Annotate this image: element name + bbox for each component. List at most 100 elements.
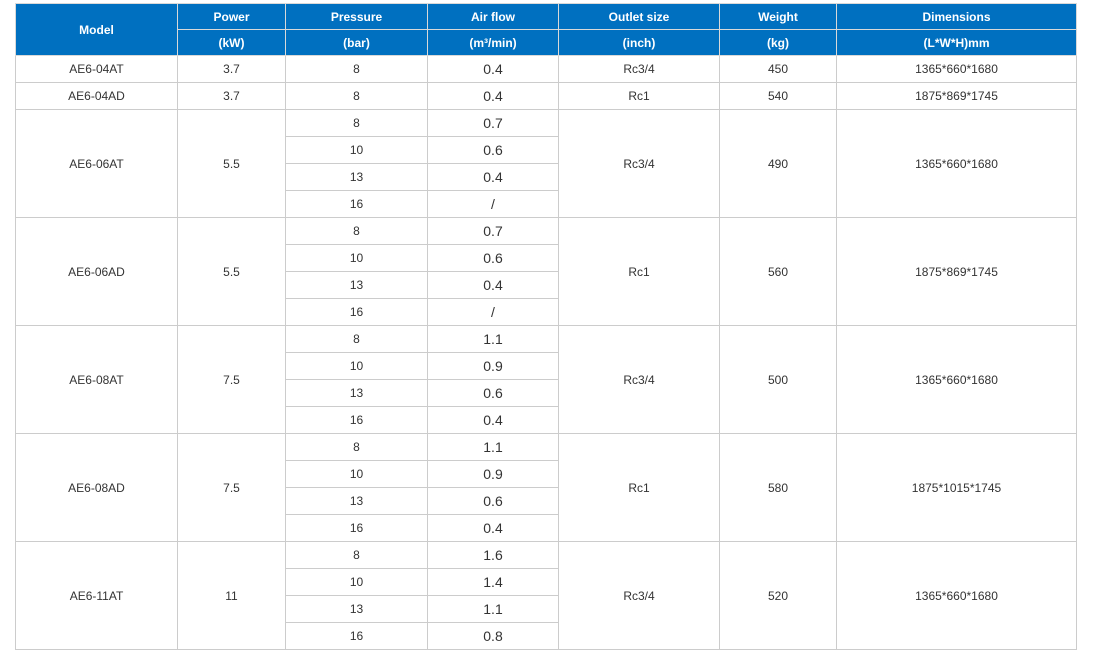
airflow-cell: / [427, 190, 559, 218]
pressure-cell: 16 [285, 514, 428, 542]
outlet-cell: Rc3/4 [558, 55, 720, 83]
airflow-cell: 0.6 [427, 379, 559, 407]
weight-cell: 450 [719, 55, 837, 83]
pressure-cell: 8 [285, 433, 428, 461]
pressure-cell: 13 [285, 271, 428, 299]
model-cell: AE6-06AD [15, 217, 178, 326]
pressure-cell: 13 [285, 379, 428, 407]
power-cell: 3.7 [177, 82, 286, 110]
dimensions-cell: 1875*869*1745 [836, 217, 1077, 326]
outlet-cell: Rc1 [558, 433, 720, 542]
airflow-cell: 0.4 [427, 271, 559, 299]
pressure-cell: 8 [285, 82, 428, 110]
outlet-cell: Rc3/4 [558, 325, 720, 434]
pressure-cell: 8 [285, 55, 428, 83]
header-pressure: Pressure [285, 3, 428, 30]
airflow-cell: 1.1 [427, 325, 559, 353]
header-outlet: Outlet size [558, 3, 720, 30]
table-row: 13 1.1 [16, 595, 1077, 623]
power-cell: 5.5 [177, 109, 286, 218]
airflow-cell: 0.7 [427, 217, 559, 245]
airflow-cell: 0.4 [427, 514, 559, 542]
table-row: 10 0.9 [16, 460, 1077, 488]
weight-cell: 540 [719, 82, 837, 110]
airflow-cell: 1.1 [427, 595, 559, 623]
airflow-cell: 0.9 [427, 460, 559, 488]
model-cell: AE6-04AT [15, 55, 178, 83]
airflow-cell: / [427, 298, 559, 326]
airflow-cell: 1.4 [427, 568, 559, 596]
table-row: 13 0.4 [16, 271, 1077, 299]
table-row: 10 0.6 [16, 136, 1077, 164]
airflow-cell: 0.4 [427, 406, 559, 434]
outlet-cell: Rc3/4 [558, 109, 720, 218]
pressure-cell: 16 [285, 406, 428, 434]
weight-cell: 580 [719, 433, 837, 542]
header-dimensions-unit: (L*W*H)mm [836, 29, 1077, 56]
power-cell: 5.5 [177, 217, 286, 326]
dimensions-cell: 1365*660*1680 [836, 541, 1077, 650]
header-weight: Weight [719, 3, 837, 30]
dimensions-cell: 1875*1015*1745 [836, 433, 1077, 542]
table-row: AE6-04AT 3.7 8 0.4 Rc3/4 450 1365*660*1680 [15, 55, 1077, 83]
weight-cell: 560 [719, 217, 837, 326]
pressure-cell: 13 [285, 163, 428, 191]
table-row: AE6-06AT 5.5 8 0.7 Rc3/4 490 1365*660*1680 [15, 109, 1077, 218]
power-cell: 7.5 [177, 325, 286, 434]
power-cell: 11 [177, 541, 286, 650]
model-cell: AE6-08AT [15, 325, 178, 434]
pressure-cell: 16 [285, 298, 428, 326]
table-row: 16 0.8 [16, 622, 1077, 650]
table-row: 16 0.4 [16, 406, 1077, 434]
pressure-cell: 8 [285, 541, 428, 569]
outlet-cell: Rc3/4 [558, 541, 720, 650]
power-cell: 7.5 [177, 433, 286, 542]
airflow-cell: 1.1 [427, 433, 559, 461]
pressure-cell: 16 [285, 622, 428, 650]
airflow-cell: 0.9 [427, 352, 559, 380]
table-row: 16 0.4 [16, 514, 1077, 542]
outlet-cell: Rc1 [558, 217, 720, 326]
table-row: AE6-06AD 5.5 8 0.7 Rc1 560 1875*869*1745 [15, 217, 1077, 326]
airflow-cell: 0.7 [427, 109, 559, 137]
weight-cell: 500 [719, 325, 837, 434]
table-row: 13 0.6 [16, 379, 1077, 407]
model-cell: AE6-08AD [15, 433, 178, 542]
pressure-cell: 8 [285, 325, 428, 353]
dimensions-cell: 1365*660*1680 [836, 109, 1077, 218]
pressure-cell: 13 [285, 595, 428, 623]
spec-table: Model Power Pressure Air flow Outlet siz… [15, 3, 1077, 650]
airflow-cell: 0.6 [427, 487, 559, 515]
pressure-cell: 10 [285, 460, 428, 488]
header-airflow-unit: (m³/min) [427, 29, 559, 56]
model-cell: AE6-11AT [15, 541, 178, 650]
table-row: AE6-11AT 11 8 1.6 Rc3/4 520 1365*660*1680 [15, 541, 1077, 650]
airflow-cell: 0.6 [427, 244, 559, 272]
pressure-cell: 10 [285, 244, 428, 272]
dimensions-cell: 1365*660*1680 [836, 325, 1077, 434]
airflow-cell: 1.6 [427, 541, 559, 569]
table-row: 10 0.6 [16, 244, 1077, 272]
table-header: Model Power Pressure Air flow Outlet siz… [15, 3, 1077, 56]
table-row: 16/ [16, 190, 1077, 218]
airflow-cell: 0.4 [427, 55, 559, 83]
header-pressure-unit: (bar) [285, 29, 428, 56]
pressure-cell: 8 [285, 109, 428, 137]
header-airflow: Air flow [427, 3, 559, 30]
weight-cell: 520 [719, 541, 837, 650]
table-row: 13 0.6 [16, 487, 1077, 515]
airflow-cell: 0.8 [427, 622, 559, 650]
pressure-cell: 10 [285, 352, 428, 380]
airflow-cell: 0.4 [427, 163, 559, 191]
header-dimensions: Dimensions [836, 3, 1077, 30]
airflow-cell: 0.6 [427, 136, 559, 164]
power-cell: 3.7 [177, 55, 286, 83]
header-outlet-unit: (inch) [558, 29, 720, 56]
table-row: AE6-08AT 7.5 8 1.1 Rc3/4 500 1365*660*1680 [15, 325, 1077, 434]
pressure-cell: 10 [285, 136, 428, 164]
table-row: AE6-08AD 7.5 8 1.1 Rc1 580 1875*1015*1745 [15, 433, 1077, 542]
model-cell: AE6-04AD [15, 82, 178, 110]
model-cell: AE6-06AT [15, 109, 178, 218]
pressure-cell: 16 [285, 190, 428, 218]
header-weight-unit: (kg) [719, 29, 837, 56]
